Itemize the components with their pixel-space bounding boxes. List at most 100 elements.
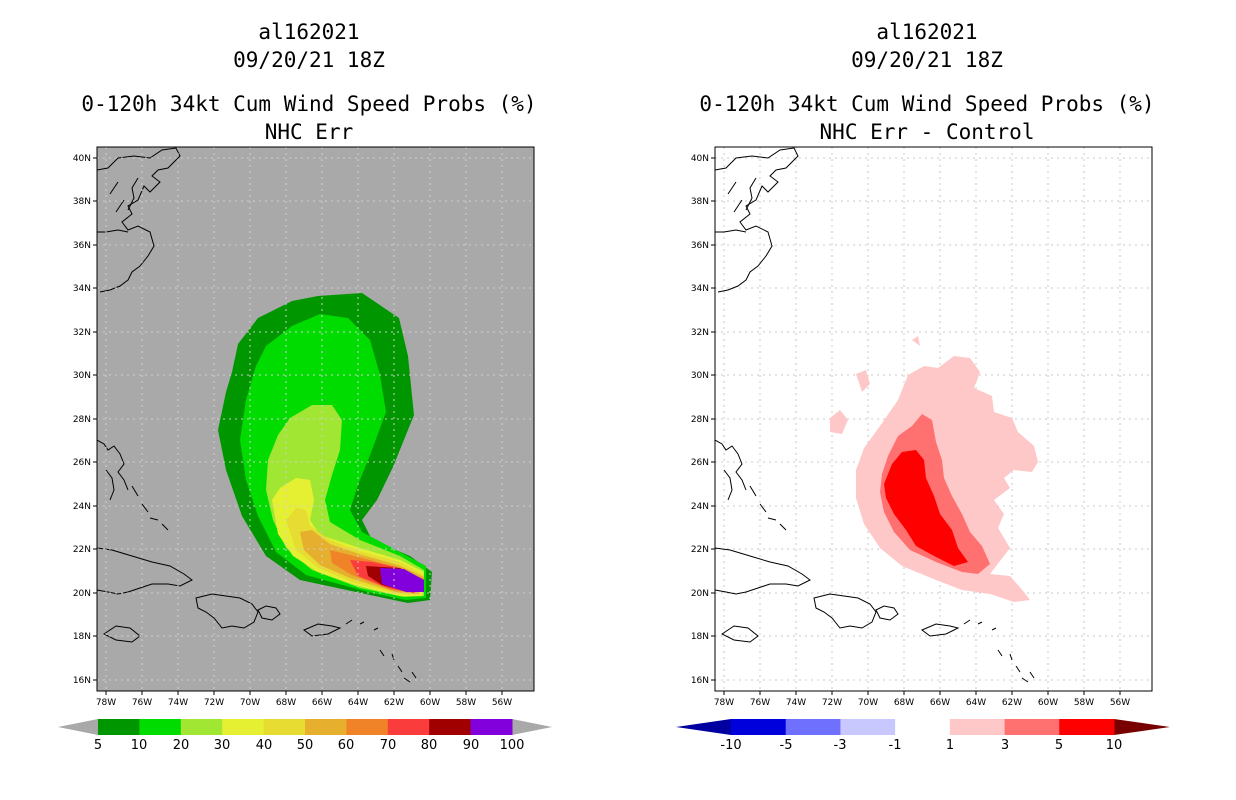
colorbar-swatch — [1059, 719, 1115, 735]
lat-label: 26N — [73, 458, 91, 468]
lon-label: 74W — [786, 698, 806, 708]
colorbar-label: 1 — [946, 738, 954, 753]
colorbar-label: 90 — [463, 738, 480, 753]
lat-label: 24N — [691, 502, 709, 512]
colorbar-swatch — [346, 719, 389, 735]
colorbar-under-arrow — [676, 719, 731, 735]
lon-label: 76W — [750, 698, 770, 708]
panel-subtitle: NHC Err - Control — [819, 120, 1035, 144]
colorbar-label: 3 — [1001, 738, 1009, 753]
lon-label: 56W — [1110, 698, 1130, 708]
lon-label: 68W — [894, 698, 914, 708]
colorbar-swatch — [222, 719, 265, 735]
coastlines — [97, 147, 417, 683]
colorbar-swatch — [180, 719, 223, 735]
map-gridlines — [97, 147, 534, 691]
colorbar-under-arrow — [58, 719, 98, 735]
colorbar-swatch — [305, 719, 347, 735]
colorbar: -10 -5 -3 -1 1 3 5 10 — [676, 719, 1170, 753]
colorbar-label: -10 — [720, 738, 741, 753]
lon-label: 76W — [132, 698, 152, 708]
diff-patch-1-3 — [856, 370, 870, 392]
colorbar-label: -3 — [834, 738, 847, 753]
lon-label: 70W — [858, 698, 878, 708]
lat-label: 38N — [73, 197, 91, 207]
diff-contour-5-10 — [884, 450, 968, 566]
lon-label: 78W — [96, 698, 116, 708]
lon-label: 56W — [492, 698, 512, 708]
product-title: 0-120h 34kt Cum Wind Speed Probs (%) — [81, 92, 537, 116]
lat-label: 36N — [73, 241, 91, 251]
lat-label: 30N — [73, 371, 91, 381]
storm-id: al162021 — [876, 20, 978, 44]
lon-label: 68W — [276, 698, 296, 708]
panel-nhc-err-minus-control: al162021 09/20/21 18Z 0-120h 34kt Cum Wi… — [618, 0, 1236, 800]
coastlines — [715, 147, 1035, 683]
lon-label: 72W — [822, 698, 842, 708]
lat-label: 20N — [73, 589, 91, 599]
colorbar-label: 100 — [500, 738, 525, 753]
lat-label: 32N — [691, 328, 709, 338]
lon-labels: 78W 76W 74W 72W 70W 68W 66W 64W 62W 60W … — [714, 698, 1130, 708]
panel-subtitle: NHC Err — [264, 120, 354, 144]
lon-label: 58W — [456, 698, 476, 708]
colorbar-label: 80 — [421, 738, 438, 753]
lat-label: 26N — [691, 458, 709, 468]
diff-patch-1-3 — [912, 336, 920, 346]
lat-label: 32N — [73, 328, 91, 338]
lat-label: 18N — [73, 632, 91, 642]
lat-label: 18N — [691, 632, 709, 642]
colorbar-label: -5 — [780, 738, 793, 753]
lat-label: 24N — [73, 502, 91, 512]
valid-datetime: 09/20/21 18Z — [233, 48, 385, 72]
lat-label: 22N — [73, 545, 91, 555]
colorbar-label: 20 — [173, 738, 190, 753]
colorbar-swatch — [98, 719, 140, 735]
lon-label: 60W — [420, 698, 440, 708]
lat-label: 38N — [691, 197, 709, 207]
axis-ticks — [93, 157, 503, 695]
prob-contour-90 — [380, 568, 424, 592]
lat-label: 20N — [691, 589, 709, 599]
lat-labels: 40N 38N 36N 34N 32N 30N 28N 26N 24N 22N … — [73, 154, 91, 686]
lat-label: 34N — [691, 284, 709, 294]
colorbar-over-arrow — [512, 719, 552, 735]
lat-label: 34N — [73, 284, 91, 294]
lon-label: 66W — [930, 698, 950, 708]
lon-label: 60W — [1038, 698, 1058, 708]
colorbar-swatch — [949, 719, 1006, 735]
lat-labels: 40N 38N 36N 34N 32N 30N 28N 26N 24N 22N … — [691, 154, 709, 686]
colorbar: 5 10 20 30 40 50 60 70 80 90 100 — [58, 719, 552, 753]
diff-contour-1-3 — [856, 356, 1038, 602]
axis-ticks — [711, 157, 1121, 695]
colorbar-label: 10 — [1106, 738, 1123, 753]
product-title: 0-120h 34kt Cum Wind Speed Probs (%) — [699, 92, 1155, 116]
colorbar-label: 30 — [214, 738, 231, 753]
lon-label: 64W — [348, 698, 368, 708]
lon-label: 62W — [1002, 698, 1022, 708]
colorbar-swatch — [785, 719, 841, 735]
lat-label: 16N — [691, 676, 709, 686]
colorbar-label: 40 — [256, 738, 273, 753]
storm-id: al162021 — [258, 20, 360, 44]
lon-label: 62W — [384, 698, 404, 708]
lon-labels: 78W 76W 74W 72W 70W 68W 66W 64W 62W 60W … — [96, 698, 512, 708]
colorbar-label: 10 — [131, 738, 148, 753]
lat-label: 30N — [691, 371, 709, 381]
lon-label: 66W — [312, 698, 332, 708]
colorbar-label: 50 — [297, 738, 314, 753]
colorbar-swatch — [895, 719, 951, 735]
colorbar-swatch — [731, 719, 787, 735]
colorbar-swatch — [429, 719, 472, 735]
colorbar-label: 5 — [94, 738, 102, 753]
valid-datetime: 09/20/21 18Z — [851, 48, 1003, 72]
lat-label: 22N — [691, 545, 709, 555]
lon-label: 72W — [204, 698, 224, 708]
lon-label: 64W — [966, 698, 986, 708]
colorbar-over-arrow — [1114, 719, 1170, 735]
colorbar-swatch — [470, 719, 513, 735]
lon-label: 70W — [240, 698, 260, 708]
colorbar-label: 60 — [338, 738, 355, 753]
lat-label: 28N — [691, 415, 709, 425]
colorbar-swatch — [387, 719, 430, 735]
